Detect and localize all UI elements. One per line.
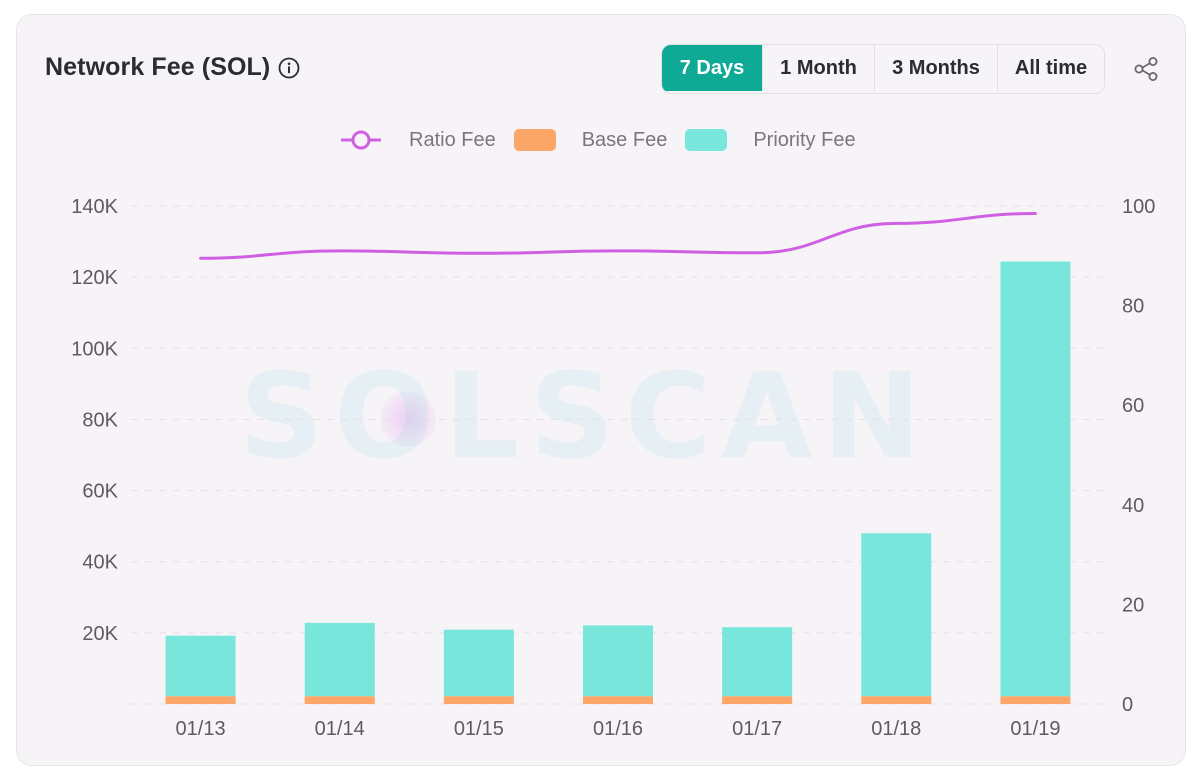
y-left-tick-label: 40K (82, 552, 118, 574)
x-tick-label: 01/19 (1010, 718, 1060, 740)
priority-fee-bar (722, 627, 793, 697)
x-tick-label: 01/13 (176, 718, 226, 740)
legend-label-base-fee: Base Fee (581, 128, 668, 151)
tab-1-month[interactable]: 1 Month (763, 45, 875, 91)
network-fee-card: Network Fee (SOL) 7 Days 1 Month 3 Month… (16, 14, 1186, 766)
y-right-tick-label: 0 (1122, 694, 1133, 716)
tab-3-months[interactable]: 3 Months (875, 45, 998, 91)
base-fee-bar (861, 696, 932, 704)
legend-item-priority-fee[interactable]: Priority Fee (685, 129, 873, 152)
priority-fee-bar (304, 622, 375, 697)
base-fee-bar (1000, 696, 1071, 704)
y-right-tick-label: 40 (1122, 495, 1144, 517)
y-right-tick-label: 80 (1122, 296, 1144, 318)
x-tick-label: 01/18 (871, 718, 921, 740)
y-left-tick-label: 80K (82, 409, 118, 431)
y-left-tick-label: 20K (82, 623, 118, 645)
y-left-tick-label: 60K (82, 481, 118, 503)
legend-item-base-fee[interactable]: Base Fee (513, 128, 686, 152)
base-fee-bar (165, 696, 236, 704)
chart-legend: Ratio Fee Base Fee Priority Fee (339, 125, 874, 155)
base-fee-swatch (513, 129, 556, 151)
priority-fee-bar (165, 635, 236, 697)
page-title: Network Fee (SOL) (45, 53, 271, 81)
time-range-selector: 7 Days 1 Month 3 Months All time (661, 44, 1105, 94)
tab-7-days[interactable]: 7 Days (662, 45, 763, 91)
y-left-tick-label: 100K (71, 338, 118, 360)
ratio-fee-line-swatch (341, 130, 381, 150)
x-tick-label: 01/15 (454, 718, 504, 740)
base-fee-bar (304, 696, 375, 704)
priority-fee-bar (1000, 261, 1071, 697)
base-fee-bar (722, 696, 793, 704)
info-icon[interactable] (278, 57, 300, 79)
y-left-tick-label: 140K (71, 196, 118, 218)
legend-label-priority-fee: Priority Fee (753, 128, 856, 151)
priority-fee-bar (861, 533, 932, 697)
y-left-tick-label: 120K (71, 267, 118, 289)
solscan-watermark: SOLSCAN (239, 347, 932, 485)
x-tick-label: 01/14 (315, 718, 365, 740)
share-icon[interactable] (1132, 55, 1160, 83)
x-tick-label: 01/16 (593, 718, 643, 740)
base-fee-bar (583, 696, 653, 704)
priority-fee-bar (443, 629, 514, 697)
title-row: Network Fee (SOL) (45, 53, 300, 82)
legend-label-ratio-fee: Ratio Fee (409, 128, 496, 151)
tab-all-time[interactable]: All time (1014, 56, 1088, 79)
legend-item-ratio-fee[interactable]: Ratio Fee (339, 128, 514, 152)
x-tick-label: 01/17 (732, 718, 782, 740)
priority-fee-bar (583, 625, 653, 697)
y-right-tick-label: 20 (1122, 594, 1144, 616)
ratio-fee-line (199, 211, 1037, 260)
priority-fee-swatch (685, 129, 728, 151)
y-right-tick-label: 100 (1122, 196, 1155, 218)
fee-chart: 140K 120K 100K 80K 60K 40K 20K 100 80 60 40 20 0 01/1… (71, 196, 1155, 740)
y-right-tick-label: 60 (1122, 395, 1144, 417)
base-fee-bar (443, 696, 514, 704)
